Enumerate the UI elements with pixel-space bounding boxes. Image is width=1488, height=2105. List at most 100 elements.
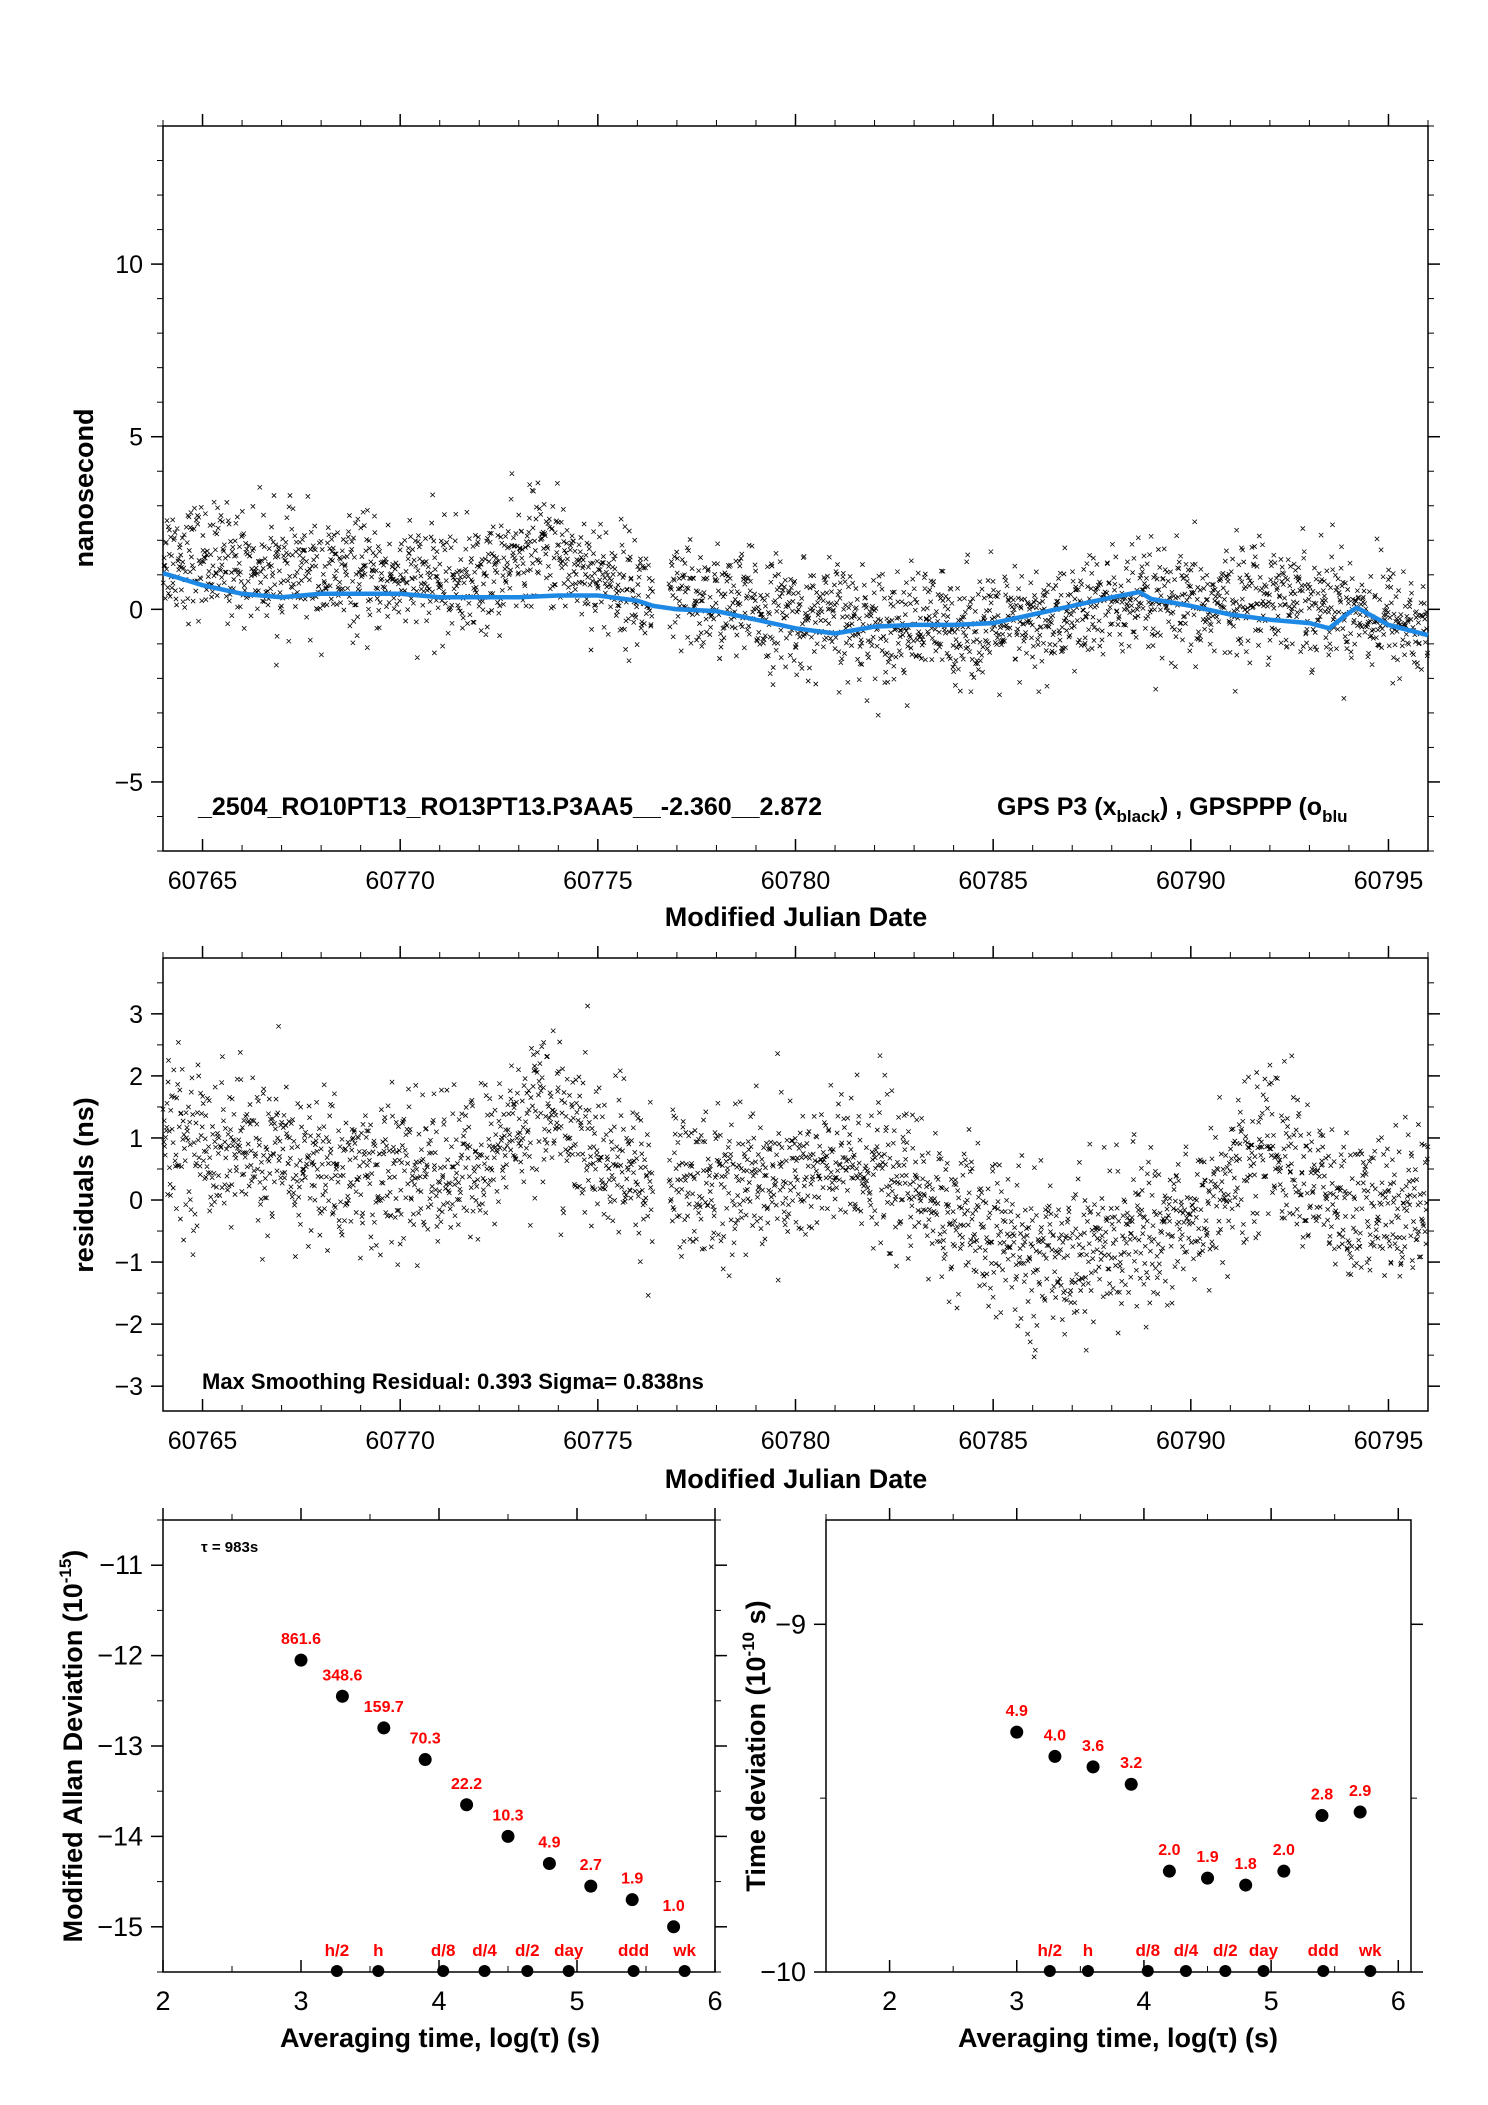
deviation-point	[584, 1879, 598, 1893]
x-tick-label: 60775	[563, 1427, 633, 1455]
deviation-point	[1048, 1749, 1062, 1763]
x-tick-label: 3	[1009, 1986, 1024, 2016]
interval-marker	[372, 1965, 385, 1977]
y-tick-label: 0	[129, 1187, 143, 1215]
x-tick-label: 60765	[168, 867, 238, 895]
y-tick-label: −15	[97, 1912, 143, 1942]
x-tick-label: 60790	[1156, 867, 1226, 895]
point-value-label: 10.3	[492, 1807, 523, 1824]
deviation-point	[1162, 1864, 1176, 1878]
y-tick-label: 10	[115, 251, 143, 279]
interval-label: d/4	[472, 1941, 497, 1960]
x-tick-label: 60795	[1354, 867, 1424, 895]
interval-marker	[521, 1965, 534, 1977]
time-offset-panel: 60765 60770 60775 60780 60785 60790 60795 −5 0 5 1…	[69, 114, 1440, 932]
y-tick-label: 2	[129, 1063, 143, 1091]
deviation-point	[625, 1893, 639, 1907]
y-tick-label: −2	[114, 1311, 143, 1339]
deviation-point	[542, 1857, 556, 1871]
y-axis-title: Modified Allan Deviation (10-15)	[56, 1550, 88, 1943]
interval-marker	[1141, 1965, 1154, 1977]
point-value-label: 2.0	[1273, 1842, 1295, 1859]
y-tick-label: 0	[129, 596, 143, 624]
x-tick-label: 60795	[1354, 1427, 1424, 1455]
interval-marker	[437, 1965, 450, 1977]
deviation-point	[418, 1753, 432, 1767]
x-tick-label: 5	[1264, 1986, 1279, 2016]
x-tick-label: 4	[1136, 1986, 1151, 2016]
legend-sub-blue: blu	[1322, 807, 1348, 826]
y-tick-label: −13	[97, 1731, 143, 1761]
residuals-panel: 60765 60770 60775 60780 60785 60790 60795 −3 −2 −…	[69, 946, 1440, 1494]
time-deviation-panel: 2 3 4 5 6 −10 −9 4.9 4.0 3.6 3.2 2.0 1.9 1.8 2.0 2.8 2.…	[739, 1508, 1423, 2053]
point-value-label: 3.6	[1082, 1738, 1104, 1755]
y-axis-title: residuals (ns)	[69, 1097, 99, 1273]
x-tick-label: 2	[155, 1986, 170, 2016]
x-tick-label: 60785	[958, 867, 1028, 895]
interval-label: d/8	[1135, 1941, 1160, 1960]
interval-label: ddd	[618, 1941, 649, 1960]
axis-ticks: 60765 60770 60775 60780 60785 60790 60795 −5 0 5 1…	[114, 114, 1440, 895]
y-tick-label: −11	[99, 1550, 143, 1580]
deviation-point	[1086, 1760, 1100, 1774]
point-value-label: 348.6	[322, 1667, 362, 1684]
interval-marker	[1081, 1965, 1094, 1977]
x-tick-label: 5	[569, 1986, 584, 2016]
interval-marker	[1317, 1965, 1330, 1977]
deviation-point	[501, 1829, 515, 1843]
deviation-point	[1239, 1878, 1253, 1892]
x-tick-label: 60770	[365, 867, 435, 895]
x-axis-title: Averaging time, log(τ) (s)	[280, 2023, 600, 2053]
legend-sub-black: black	[1117, 807, 1161, 826]
y-tick-label: −9	[775, 1609, 806, 1639]
interval-marker	[1043, 1965, 1056, 1977]
y-tick-label: −10	[760, 1957, 806, 1987]
interval-label: h	[1083, 1941, 1093, 1960]
tau-annotation: τ = 983s	[201, 1539, 258, 1556]
deviation-point	[460, 1798, 474, 1812]
interval-label: h/2	[325, 1941, 350, 1960]
interval-label: day	[1249, 1941, 1279, 1960]
point-value-label: 1.9	[1196, 1849, 1218, 1866]
y-title-end: )	[58, 1550, 88, 1559]
interval-label: day	[554, 1941, 584, 1960]
data-marks	[160, 1003, 1431, 1360]
x-tick-label: 6	[1391, 1986, 1406, 2016]
x-tick-label: 60765	[168, 1427, 238, 1455]
interval-marker	[1257, 1965, 1270, 1977]
y-title-exponent: -15	[56, 1559, 75, 1584]
legend-middle: ) , GPSPPP (o	[1160, 793, 1322, 821]
y-title-main: Modified Allan Deviation (10	[58, 1583, 88, 1942]
y-tick-label: −12	[97, 1641, 143, 1671]
deviation-point	[335, 1689, 349, 1703]
point-value-label: 1.0	[662, 1898, 684, 1915]
point-value-label: 2.0	[1158, 1842, 1180, 1859]
point-value-label: 4.9	[1006, 1703, 1028, 1720]
interval-label: d/2	[515, 1941, 540, 1960]
x-tick-label: 60770	[365, 1427, 435, 1455]
deviation-point	[667, 1920, 681, 1934]
x-tick-label: 60775	[563, 867, 633, 895]
x-tick-label: 60785	[958, 1427, 1028, 1455]
deviation-point	[1277, 1864, 1291, 1878]
x-tick-label: 4	[431, 1986, 446, 2016]
deviation-point	[1315, 1809, 1329, 1823]
data-marks: 4.9 4.0 3.6 3.2 2.0 1.9 1.8 2.0 2.8 2.9 h/2 h d/8 d/4…	[1006, 1703, 1382, 1977]
x-axis-title: Modified Julian Date	[665, 1464, 928, 1494]
interval-marker	[1219, 1965, 1232, 1977]
y-axis-title: nanosecond	[69, 408, 99, 567]
x-tick-label: 60780	[761, 867, 831, 895]
point-value-label: 3.2	[1120, 1755, 1142, 1772]
station-annotation: _2504_RO10PT13_RO13PT13.P3AA5__-2.360__2…	[197, 793, 822, 821]
x-tick-label: 3	[293, 1986, 308, 2016]
interval-label: h	[373, 1941, 383, 1960]
interval-label: ddd	[1308, 1941, 1339, 1960]
point-value-label: 1.9	[621, 1871, 643, 1888]
gpsppp-series-line	[162, 570, 1429, 638]
legend-annotation: GPS P3 (xblack) , GPSPPP (oblu	[997, 793, 1348, 826]
y-axis-title: Time deviation (10-10 s)	[739, 1600, 771, 1891]
interval-marker	[478, 1965, 491, 1977]
point-value-label: 861.6	[281, 1631, 321, 1648]
x-tick-label: 60790	[1156, 1427, 1226, 1455]
point-value-label: 159.7	[364, 1699, 404, 1716]
